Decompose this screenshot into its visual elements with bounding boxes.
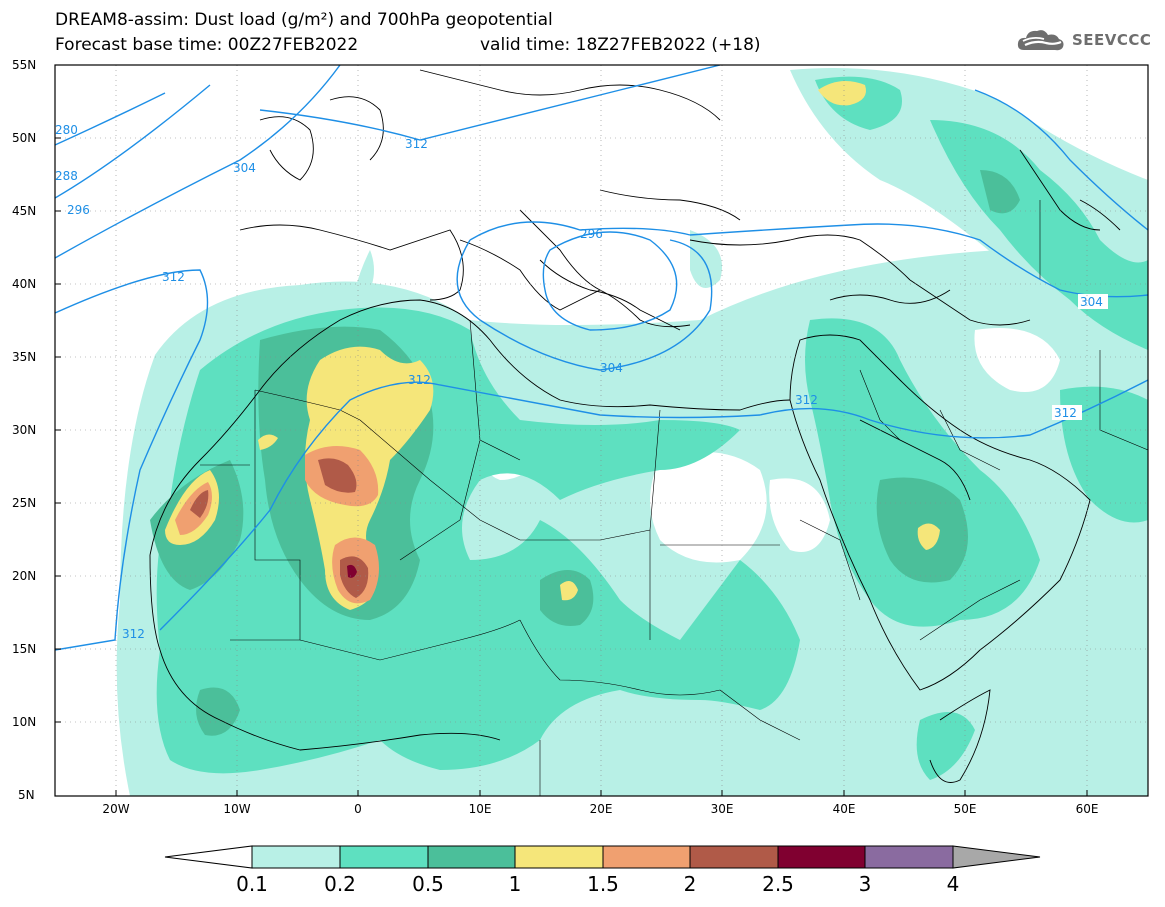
contour-label: 288 [55, 169, 78, 183]
colorbar-segment [602, 845, 691, 869]
seevccc-logo: SEEVCCC [1016, 26, 1151, 54]
lon-label: 10E [468, 802, 492, 816]
lon-label: 0 [354, 802, 362, 816]
colorbar-segment [427, 845, 516, 869]
contour-label: 312 [162, 270, 185, 284]
colorbar-segment [689, 845, 779, 869]
coastlines [149, 69, 1121, 783]
colorbar-label: 4 [946, 872, 960, 896]
lat-label: 40N [12, 277, 37, 291]
contour-label: 312 [408, 373, 431, 387]
colorbar-segment [514, 845, 604, 869]
colorbar-label: 1 [508, 872, 522, 896]
lon-label: 20E [589, 802, 613, 816]
lat-label: 45N [12, 204, 37, 218]
logo-text: SEEVCCC [1072, 31, 1152, 49]
lat-label: 10N [12, 715, 37, 729]
colorbar-segment [864, 845, 954, 869]
contour-label: 304 [233, 161, 256, 175]
map-title: DREAM8-assim: Dust load (g/m²) and 700hP… [55, 10, 553, 30]
gridlines [55, 65, 1148, 796]
lat-label: 25N [12, 496, 37, 510]
colorbar-label: 0.2 [324, 872, 356, 896]
lat-label: 5N [18, 788, 35, 802]
contour-label: 304 [1080, 295, 1103, 309]
lat-label: 30N [12, 423, 37, 437]
contour-label-box: 304 [1078, 294, 1108, 309]
lon-label: 20W [102, 802, 130, 816]
lon-label: 50E [953, 802, 977, 816]
contour-label: 304 [600, 361, 623, 375]
colorbar-segment [251, 845, 341, 869]
colorbar-segment [777, 845, 866, 869]
lat-label: 15N [12, 642, 37, 656]
lat-label: 35N [12, 350, 37, 364]
contour-label: 312 [122, 627, 145, 641]
contour-label: 312 [1054, 406, 1077, 420]
dust-shading: 280 288 296 304 312 312 312 296 304 312 … [55, 65, 1148, 796]
lon-label: 60E [1075, 802, 1099, 816]
colorbar-label: 0.5 [412, 872, 444, 896]
colorbar [164, 845, 1041, 869]
colorbar-left-arrow [164, 845, 253, 869]
contour-label: 296 [67, 203, 90, 217]
contour-label: 280 [55, 123, 78, 137]
lon-label: 40E [832, 802, 856, 816]
forecast-base-time: Forecast base time: 00Z27FEB2022 [55, 35, 359, 55]
valid-time: valid time: 18Z27FEB2022 (+18) [480, 35, 761, 55]
geopotential-contours [55, 65, 1148, 651]
cloud-logo-icon [1017, 30, 1064, 51]
country-borders [200, 200, 1148, 796]
colorbar-segment [339, 845, 429, 869]
contour-label-box: 312 [1052, 405, 1082, 420]
contour-label: 312 [405, 137, 428, 151]
contour-label: 296 [580, 227, 603, 241]
colorbar-label: 2.5 [762, 872, 794, 896]
axis-ticks [55, 64, 1088, 796]
colorbar-label: 3 [858, 872, 872, 896]
lon-label: 10W [223, 802, 251, 816]
contour-label: 312 [795, 393, 818, 407]
colorbar-label: 0.1 [236, 872, 268, 896]
colorbar-label: 1.5 [587, 872, 619, 896]
lat-label: 20N [12, 569, 37, 583]
colorbar-right-arrow [952, 845, 1041, 869]
lon-label: 30E [710, 802, 734, 816]
colorbar-label: 2 [683, 872, 697, 896]
lat-label: 50N [12, 131, 37, 145]
contour-labels: 280 288 296 304 312 312 312 296 304 312 … [55, 123, 1108, 641]
lat-label: 55N [12, 58, 37, 72]
